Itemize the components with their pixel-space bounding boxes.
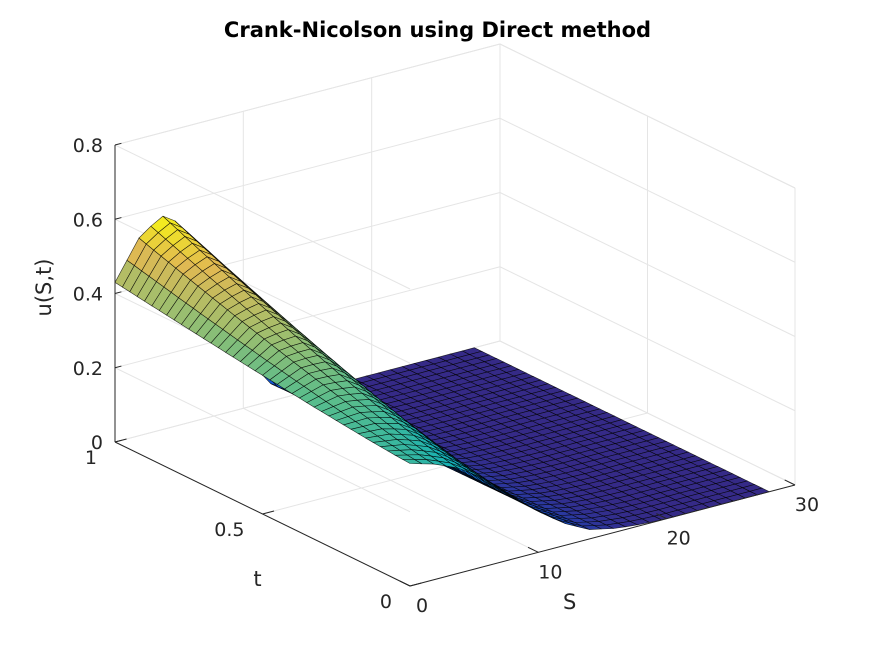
y-tick-label: 0 [380, 591, 392, 613]
z-tick-label: 0.8 [73, 135, 103, 157]
x-tick-label: 30 [795, 494, 819, 516]
z-tick-label: 0.6 [73, 209, 103, 231]
z-tick [114, 291, 122, 294]
z-tick [114, 217, 122, 220]
z-tick [114, 365, 122, 369]
y-tick-label: 0.5 [214, 519, 244, 541]
x-tick-label: 10 [538, 561, 562, 583]
x-tick [399, 580, 411, 587]
x-tick [784, 479, 796, 486]
z-tick-label: 0.4 [73, 284, 103, 306]
y-tick [262, 510, 275, 515]
z-tick-label: 0 [91, 432, 103, 454]
x-tick [656, 513, 667, 520]
y-axis-label: t [253, 567, 261, 591]
y-tick [409, 582, 422, 587]
grid-top-edge [114, 43, 501, 146]
grid-line-z [114, 144, 411, 290]
x-axis-line [409, 484, 796, 587]
x-tick-label: 20 [667, 528, 691, 550]
grid-top-edge [499, 43, 796, 189]
grid-line-z [114, 117, 501, 220]
y-tick-label: 1 [85, 447, 97, 469]
z-tick [114, 142, 122, 146]
x-axis-label: S [563, 590, 576, 614]
z-axis-label: u(S,t) [32, 259, 56, 317]
grid-line-z [114, 266, 501, 369]
x-tick [527, 546, 539, 553]
z-tick-label: 0.2 [73, 358, 103, 380]
x-tick-label: 0 [416, 595, 428, 617]
chart-title: Crank-Nicolson using Direct method [223, 18, 652, 42]
surface-layer [114, 215, 771, 530]
z-tick [114, 439, 122, 443]
